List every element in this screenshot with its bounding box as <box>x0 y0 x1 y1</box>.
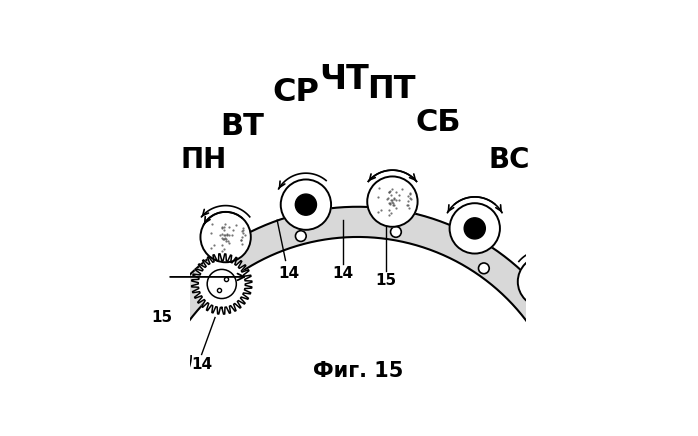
Circle shape <box>140 345 149 354</box>
Circle shape <box>295 194 316 215</box>
Text: 15: 15 <box>151 310 172 325</box>
Circle shape <box>281 180 331 230</box>
Circle shape <box>391 227 401 237</box>
Circle shape <box>211 275 222 286</box>
Circle shape <box>479 263 489 274</box>
Circle shape <box>518 256 568 307</box>
Circle shape <box>124 328 166 371</box>
Text: ЧТ: ЧТ <box>320 63 369 95</box>
Text: 14: 14 <box>191 357 212 372</box>
Text: СР: СР <box>272 77 319 108</box>
Text: ПН: ПН <box>180 146 226 174</box>
Circle shape <box>207 269 237 299</box>
Circle shape <box>450 203 500 254</box>
Polygon shape <box>128 207 588 383</box>
Text: ВС: ВС <box>488 146 530 174</box>
Text: Фиг. 15: Фиг. 15 <box>313 361 403 381</box>
Circle shape <box>295 231 306 242</box>
Text: 14: 14 <box>279 266 299 281</box>
Circle shape <box>464 218 485 239</box>
Circle shape <box>200 212 251 262</box>
Circle shape <box>367 177 417 227</box>
Circle shape <box>556 319 607 369</box>
Circle shape <box>568 342 587 361</box>
Text: 14: 14 <box>332 266 353 281</box>
Text: СБ: СБ <box>415 108 461 137</box>
Text: 15: 15 <box>376 273 397 288</box>
Polygon shape <box>191 254 252 314</box>
Text: ПТ: ПТ <box>367 74 415 105</box>
Text: ВТ: ВТ <box>220 112 264 141</box>
